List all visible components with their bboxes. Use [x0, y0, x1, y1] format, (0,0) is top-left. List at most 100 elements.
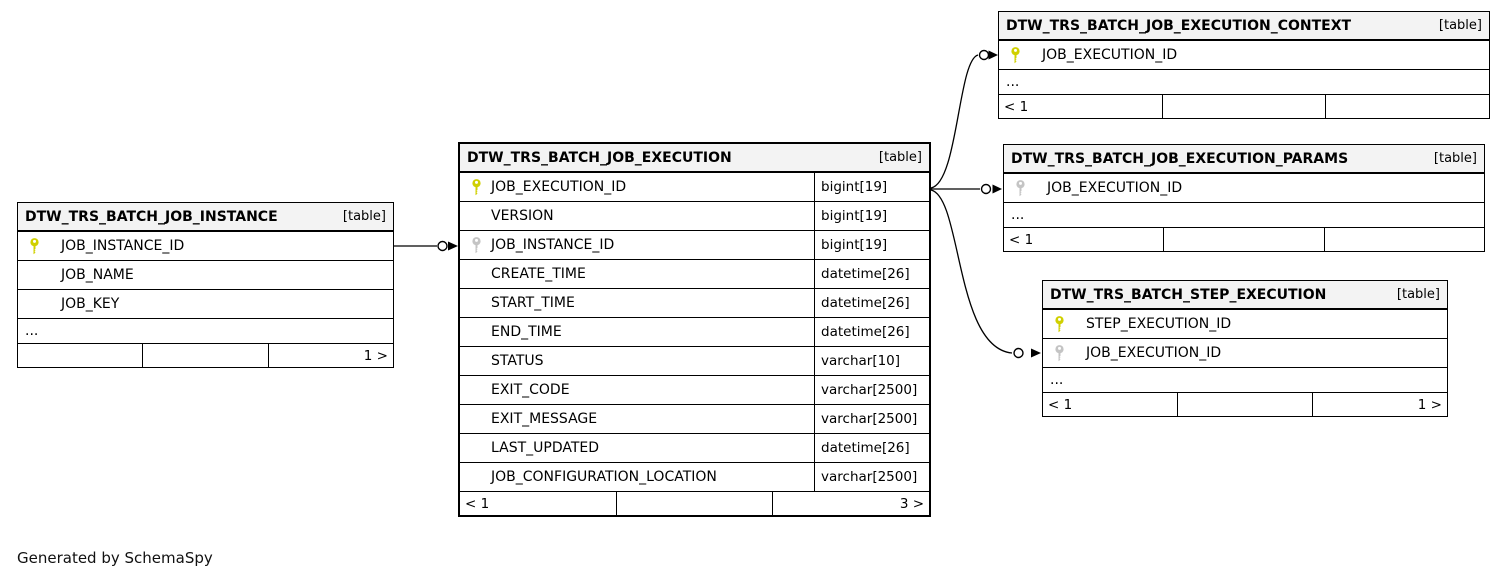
- column-row[interactable]: JOB_EXECUTION_ID bigint[19]: [460, 173, 929, 202]
- ellipsis-row: ...: [1004, 203, 1484, 228]
- table-title[interactable]: DTW_TRS_BATCH_JOB_EXECUTION_CONTEXT: [1006, 17, 1352, 34]
- no-key-icon: [471, 405, 485, 433]
- column-name: JOB_INSTANCE_ID: [491, 237, 615, 253]
- no-key-icon: [471, 318, 485, 346]
- table-job-instance: DTW_TRS_BATCH_JOB_INSTANCE [table] JOB_I…: [17, 202, 394, 368]
- column-type: datetime[26]: [814, 260, 929, 288]
- column-type: varchar[10]: [814, 347, 929, 375]
- column-type: varchar[2500]: [814, 405, 929, 433]
- column-row[interactable]: STEP_EXECUTION_ID: [1043, 310, 1447, 339]
- rel-job-execution-to-context: [930, 54, 979, 189]
- ellipsis-row: ...: [999, 70, 1489, 95]
- column-row[interactable]: EXIT_MESSAGE varchar[2500]: [460, 405, 929, 434]
- related-children-count: 1 >: [1312, 393, 1447, 416]
- foreign-key-icon: [1015, 174, 1029, 202]
- table-footer: < 1 1 >: [1043, 393, 1447, 416]
- footer-spacer: [615, 492, 773, 515]
- table-title[interactable]: DTW_TRS_BATCH_JOB_EXECUTION_PARAMS: [1011, 150, 1349, 167]
- column-row[interactable]: JOB_NAME: [18, 261, 393, 290]
- arrowhead-icon: [988, 50, 998, 60]
- primary-key-icon: [1010, 41, 1024, 69]
- primary-key-icon: [1054, 310, 1068, 338]
- column-name: JOB_CONFIGURATION_LOCATION: [491, 469, 717, 485]
- zero-or-one-symbol: [437, 240, 448, 252]
- column-row[interactable]: CREATE_TIME datetime[26]: [460, 260, 929, 289]
- column-row[interactable]: EXIT_CODE varchar[2500]: [460, 376, 929, 405]
- column-type: varchar[2500]: [814, 376, 929, 404]
- table-tag: [table]: [878, 150, 922, 165]
- column-type: bigint[19]: [814, 231, 929, 259]
- table-job-execution-params: DTW_TRS_BATCH_JOB_EXECUTION_PARAMS [tabl…: [1003, 144, 1485, 252]
- column-row[interactable]: JOB_EXECUTION_ID: [999, 41, 1489, 70]
- column-name: JOB_INSTANCE_ID: [61, 238, 185, 254]
- footer-spacer: [142, 344, 267, 367]
- rel-job-execution-to-step-execution: [930, 189, 1013, 354]
- table-step-execution: DTW_TRS_BATCH_STEP_EXECUTION [table] STE…: [1042, 280, 1448, 417]
- column-name: STEP_EXECUTION_ID: [1086, 316, 1232, 332]
- arrowhead-icon: [992, 184, 1002, 194]
- column-row[interactable]: END_TIME datetime[26]: [460, 318, 929, 347]
- foreign-key-icon: [1054, 339, 1068, 367]
- no-key-icon: [471, 202, 485, 230]
- table-header[interactable]: DTW_TRS_BATCH_STEP_EXECUTION [table]: [1043, 281, 1447, 310]
- related-children-count: 3 >: [772, 492, 929, 515]
- column-name: STATUS: [491, 353, 544, 369]
- column-name: JOB_EXECUTION_ID: [491, 179, 627, 195]
- column-name: END_TIME: [491, 324, 562, 340]
- table-tag: [table]: [342, 209, 386, 224]
- column-name: JOB_EXECUTION_ID: [1086, 345, 1222, 361]
- column-row[interactable]: VERSION bigint[19]: [460, 202, 929, 231]
- ellipsis-row: ...: [1043, 368, 1447, 393]
- column-row[interactable]: STATUS varchar[10]: [460, 347, 929, 376]
- table-header[interactable]: DTW_TRS_BATCH_JOB_INSTANCE [table]: [18, 203, 393, 232]
- no-key-icon: [471, 434, 485, 462]
- column-name: JOB_EXECUTION_ID: [1042, 47, 1178, 63]
- table-tag: [table]: [1438, 18, 1482, 33]
- table-tag: [table]: [1396, 287, 1440, 302]
- column-row[interactable]: JOB_KEY: [18, 290, 393, 319]
- table-tag: [table]: [1433, 151, 1477, 166]
- no-key-icon: [471, 376, 485, 404]
- column-row[interactable]: JOB_INSTANCE_ID: [18, 232, 393, 261]
- table-header[interactable]: DTW_TRS_BATCH_JOB_EXECUTION_PARAMS [tabl…: [1004, 145, 1484, 174]
- arrowhead-icon: [448, 241, 458, 251]
- primary-key-icon: [471, 173, 485, 201]
- footer-spacer: [1163, 228, 1323, 251]
- column-row[interactable]: JOB_EXECUTION_ID: [1043, 339, 1447, 368]
- column-type: varchar[2500]: [814, 463, 929, 491]
- table-footer: < 1 3 >: [460, 492, 929, 515]
- column-name: CREATE_TIME: [491, 266, 586, 282]
- column-row[interactable]: JOB_INSTANCE_ID bigint[19]: [460, 231, 929, 260]
- table-header[interactable]: DTW_TRS_BATCH_JOB_EXECUTION [table]: [460, 144, 929, 173]
- table-title[interactable]: DTW_TRS_BATCH_JOB_INSTANCE: [25, 208, 278, 225]
- table-job-execution-context: DTW_TRS_BATCH_JOB_EXECUTION_CONTEXT [tab…: [998, 11, 1490, 119]
- column-row[interactable]: JOB_CONFIGURATION_LOCATION varchar[2500]: [460, 463, 929, 492]
- column-row[interactable]: START_TIME datetime[26]: [460, 289, 929, 318]
- zero-or-one-symbol: [980, 183, 992, 195]
- related-parents-count: < 1: [1009, 231, 1034, 248]
- primary-key-icon: [29, 232, 43, 260]
- column-row[interactable]: LAST_UPDATED datetime[26]: [460, 434, 929, 463]
- table-title[interactable]: DTW_TRS_BATCH_JOB_EXECUTION: [467, 149, 732, 166]
- no-key-icon: [471, 347, 485, 375]
- related-parents-count: < 1: [465, 495, 490, 512]
- column-name: JOB_NAME: [61, 267, 134, 283]
- no-key-icon: [471, 463, 485, 491]
- column-row[interactable]: JOB_EXECUTION_ID: [1004, 174, 1484, 203]
- column-name: START_TIME: [491, 295, 575, 311]
- footer-spacer: [1177, 393, 1312, 416]
- related-children-count: [1323, 228, 1484, 251]
- generated-by-label: Generated by SchemaSpy: [17, 549, 213, 567]
- no-key-icon: [471, 260, 485, 288]
- table-header[interactable]: DTW_TRS_BATCH_JOB_EXECUTION_CONTEXT [tab…: [999, 12, 1489, 41]
- table-footer: < 1: [1004, 228, 1484, 251]
- no-key-icon: [471, 289, 485, 317]
- footer-spacer: [1161, 95, 1326, 118]
- table-title[interactable]: DTW_TRS_BATCH_STEP_EXECUTION: [1050, 286, 1327, 303]
- related-parents-count: [18, 344, 142, 367]
- column-type: bigint[19]: [814, 202, 929, 230]
- related-children-count: [1325, 95, 1489, 118]
- related-children-count: 1 >: [267, 344, 393, 367]
- ellipsis-row: ...: [18, 319, 393, 344]
- arrowhead-icon: [1031, 348, 1041, 358]
